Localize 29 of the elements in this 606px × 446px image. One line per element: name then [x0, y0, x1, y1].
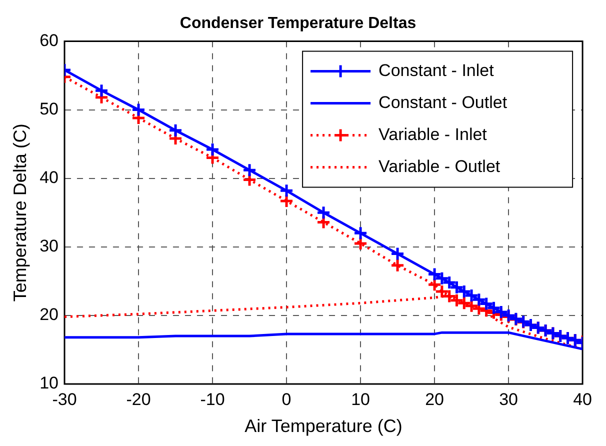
point: [205, 142, 220, 157]
point: [353, 226, 368, 240]
x-tick-label: -10: [200, 390, 225, 409]
x-tick-label: 20: [425, 390, 444, 409]
legend-label: Variable - Outlet: [378, 156, 500, 176]
point: [168, 123, 183, 138]
x-tick-label: 40: [573, 390, 592, 409]
point: [390, 246, 405, 261]
y-tick-label: 50: [40, 99, 59, 118]
point: [94, 83, 109, 98]
x-tick-label: -20: [126, 390, 151, 409]
point: [131, 102, 146, 118]
legend-label: Variable - Inlet: [378, 124, 488, 144]
chart-title: Condenser Temperature Deltas: [180, 15, 416, 32]
legend-label: Constant - Outlet: [378, 92, 508, 112]
point: [279, 183, 294, 198]
y-tick-label: 30: [40, 236, 59, 256]
x-tick-label: 10: [351, 390, 370, 409]
y-tick-label: 20: [40, 305, 59, 324]
x-tick-label: 30: [499, 390, 518, 409]
point: [316, 205, 331, 220]
y-tick-label: 60: [40, 30, 59, 50]
y-axis-title: Temperature Delta (C): [10, 124, 30, 302]
x-axis-title: Air Temperature (C): [244, 416, 402, 436]
legend-label: Constant - Inlet: [378, 60, 494, 80]
y-tick-label: 40: [40, 168, 59, 188]
point: [390, 258, 405, 273]
x-tick-label: 0: [282, 390, 292, 409]
point: [242, 162, 257, 178]
